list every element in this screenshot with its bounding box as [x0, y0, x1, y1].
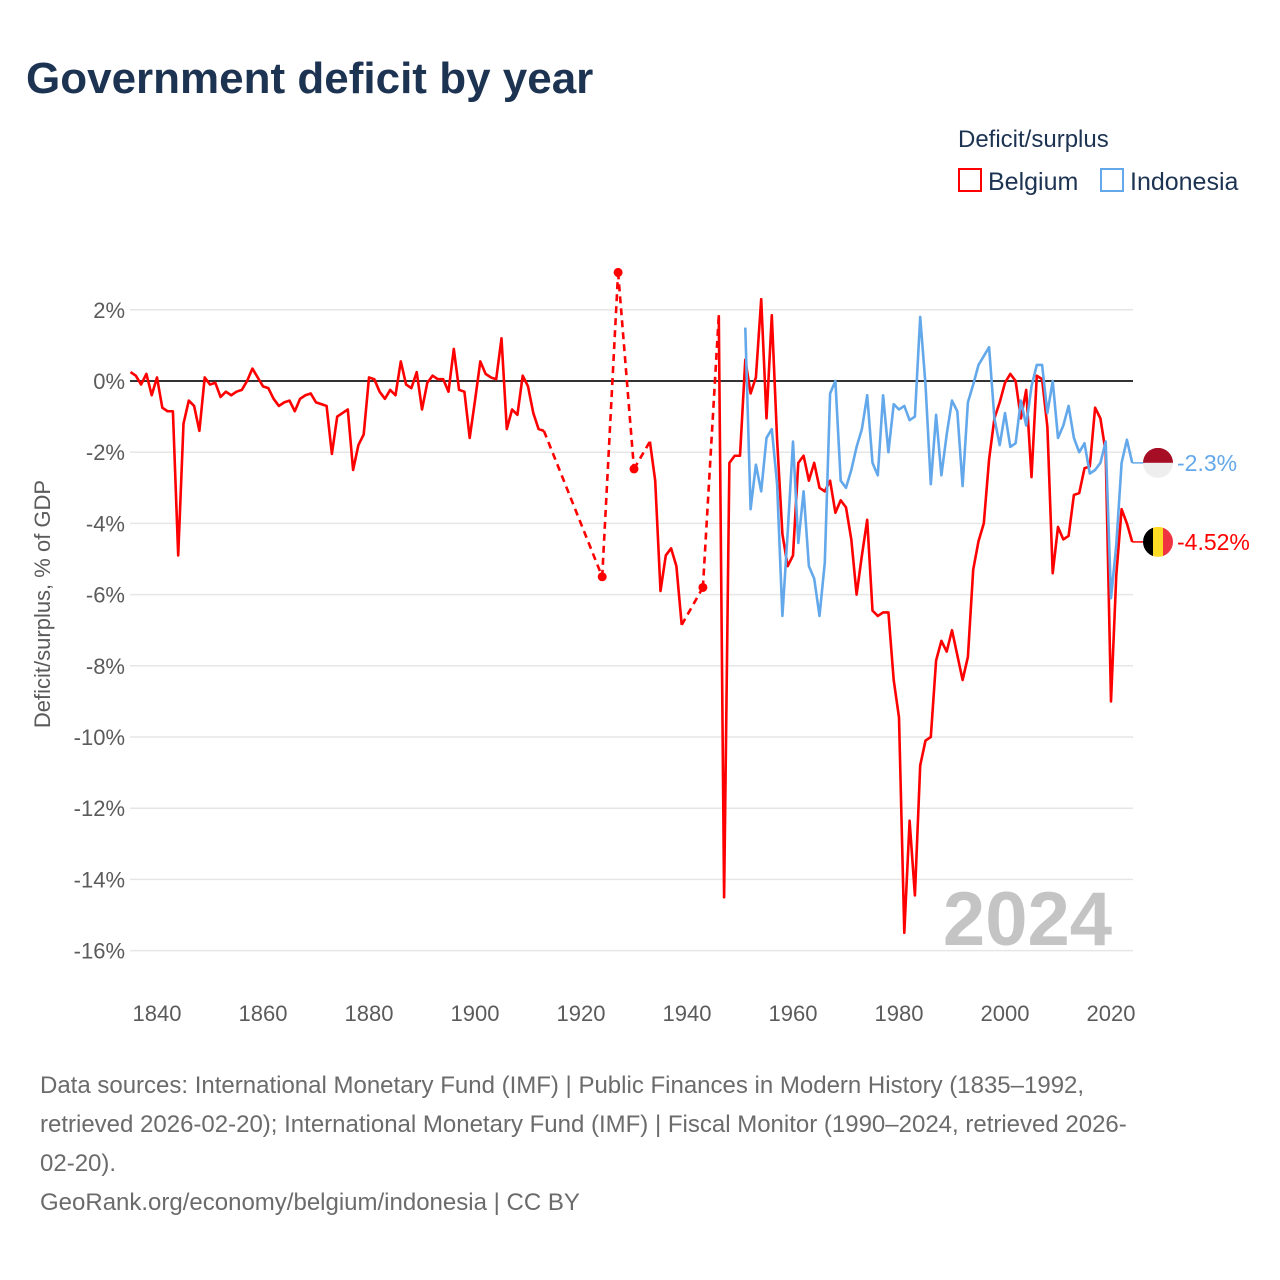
legend-label-indonesia: Indonesia	[1130, 168, 1239, 196]
end-labels: -4.52% -2.3%	[1132, 447, 1250, 557]
x-tick-label: 1900	[451, 1001, 500, 1026]
legend-swatch-indonesia	[1100, 168, 1124, 192]
y-tick-label: -4%	[86, 511, 125, 536]
y-tick-label: -8%	[86, 654, 125, 679]
x-tick-label: 1840	[133, 1001, 182, 1026]
x-axis-ticks: 1840 1860 1880 1900 1920 1940 1960 1980 2000 2020	[133, 1001, 1136, 1026]
y-tick-label: -10%	[74, 725, 125, 750]
end-label-indonesia: -2.3%	[1177, 450, 1237, 476]
gap-segment-belgium	[680, 586, 705, 626]
gap-segment-belgium	[701, 315, 721, 588]
footer-sources-1: Data sources: International Monetary Fun…	[40, 1072, 1084, 1099]
x-tick-label: 1920	[557, 1001, 606, 1026]
flag-fill	[1143, 526, 1173, 557]
series-belgium	[129, 267, 1134, 935]
belgium-flag-icon	[1143, 526, 1173, 557]
flag-stripe-red	[1163, 526, 1173, 557]
x-tick-label: 1860	[239, 1001, 288, 1026]
legend-swatch-belgium	[958, 168, 982, 192]
y-axis-ticks: 2% 0% -2% -4% -6% -8% -10% -12% -14% -16%	[74, 298, 125, 964]
legend-label-belgium: Belgium	[988, 168, 1078, 196]
line-segment-indonesia	[744, 315, 1134, 618]
line-segment-belgium	[717, 297, 1134, 935]
series-lines	[129, 267, 1134, 935]
x-tick-label: 1940	[663, 1001, 712, 1026]
gap-segment-belgium	[600, 272, 620, 577]
y-tick-label: -6%	[86, 583, 125, 608]
gridlines	[130, 309, 1133, 952]
indonesia-flag-icon	[1143, 447, 1173, 478]
footer: Data sources: International Monetary Fun…	[40, 1072, 1127, 1216]
gap-segment-belgium	[542, 430, 604, 578]
line-segment-belgium	[129, 336, 545, 557]
footer-sources-3: 02-20).	[40, 1150, 116, 1177]
chart-title: Government deficit by year	[26, 54, 593, 103]
legend-item-indonesia[interactable]: Indonesia	[1100, 168, 1239, 196]
y-tick-label: 0%	[93, 369, 125, 394]
series-indonesia	[744, 315, 1134, 618]
x-tick-label: 1880	[345, 1001, 394, 1026]
x-tick-label: 1960	[769, 1001, 818, 1026]
gap-segment-belgium	[632, 440, 652, 470]
flag-fill	[1143, 447, 1173, 478]
x-tick-label: 2000	[981, 1001, 1030, 1026]
y-axis-label: Deficit/surplus, % of GDP	[30, 480, 55, 728]
end-label-belgium: -4.52%	[1177, 529, 1250, 555]
flag-stripe-white	[1143, 462, 1173, 478]
y-tick-label: -12%	[74, 796, 125, 821]
x-tick-label: 2020	[1087, 1001, 1136, 1026]
y-tick-label: 2%	[93, 298, 125, 323]
legend-item-belgium[interactable]: Belgium	[958, 168, 1078, 196]
line-segment-belgium	[648, 441, 683, 625]
year-watermark: 2024	[943, 877, 1112, 962]
y-tick-label: -16%	[74, 939, 125, 964]
flag-stripe-yellow	[1153, 526, 1163, 557]
y-tick-label: -2%	[86, 440, 125, 465]
x-tick-label: 1980	[875, 1001, 924, 1026]
flag-stripe-red	[1143, 447, 1173, 463]
gap-segment-belgium	[616, 272, 636, 470]
y-tick-label: -14%	[74, 867, 125, 892]
legend: Deficit/surplus Belgium Indonesia	[958, 126, 1239, 196]
flag-stripe-black	[1143, 526, 1153, 557]
footer-sources-2: retrieved 2026-02-20); International Mon…	[40, 1111, 1127, 1138]
legend-title: Deficit/surplus	[958, 126, 1109, 153]
footer-source-link[interactable]: GeoRank.org/economy/belgium/indonesia | …	[40, 1189, 580, 1216]
